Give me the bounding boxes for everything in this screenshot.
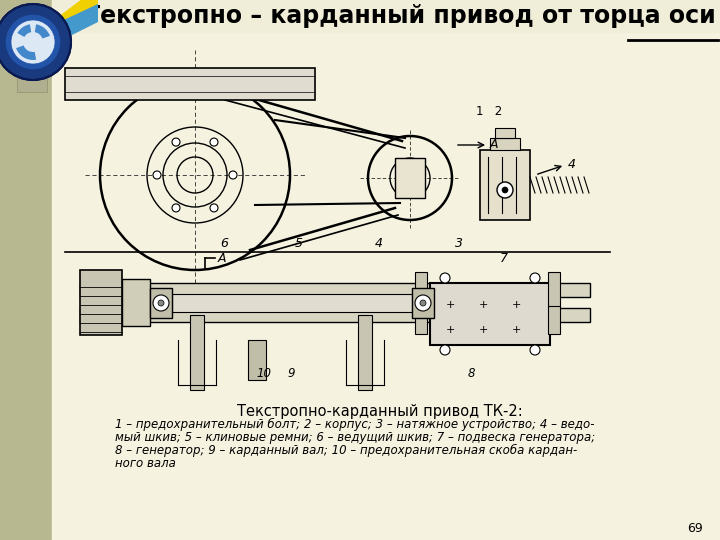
Circle shape xyxy=(440,273,450,283)
Wedge shape xyxy=(17,24,31,37)
Circle shape xyxy=(210,138,218,146)
Text: 7: 7 xyxy=(500,252,508,265)
Bar xyxy=(122,279,150,326)
Polygon shape xyxy=(38,0,98,47)
Bar xyxy=(548,306,560,334)
Text: 1 – предохранительный болт; 2 – корпус; 3 – натяжное устройство; 4 – ведо-: 1 – предохранительный болт; 2 – корпус; … xyxy=(115,418,595,431)
Bar xyxy=(190,315,204,390)
Text: 3: 3 xyxy=(455,237,463,250)
Bar xyxy=(395,158,425,198)
Text: A: A xyxy=(218,252,227,265)
Bar xyxy=(415,306,427,334)
Bar xyxy=(80,308,590,322)
Bar xyxy=(430,283,550,345)
Bar xyxy=(490,138,520,150)
Text: 69: 69 xyxy=(688,522,703,535)
Bar xyxy=(172,294,412,312)
Bar xyxy=(495,128,515,138)
Circle shape xyxy=(420,300,426,306)
Circle shape xyxy=(153,295,169,311)
Text: +: + xyxy=(478,325,487,335)
Circle shape xyxy=(153,171,161,179)
Text: 4: 4 xyxy=(568,158,576,171)
Text: +: + xyxy=(445,325,455,335)
Bar xyxy=(65,68,315,100)
Circle shape xyxy=(530,273,540,283)
Text: мый шкив; 5 – клиновые ремни; 6 – ведущий шкив; 7 – подвеска генератора;: мый шкив; 5 – клиновые ремни; 6 – ведущи… xyxy=(115,431,595,444)
Text: 1   2: 1 2 xyxy=(476,105,503,118)
Text: 4: 4 xyxy=(375,237,383,250)
Text: 6: 6 xyxy=(220,237,228,250)
Text: +: + xyxy=(511,300,521,310)
Circle shape xyxy=(5,14,61,70)
Bar xyxy=(248,340,266,380)
Text: Текстропно-карданный привод ТК-2:: Текстропно-карданный привод ТК-2: xyxy=(237,404,523,419)
Text: +: + xyxy=(478,300,487,310)
Text: A: A xyxy=(490,138,498,151)
Wedge shape xyxy=(35,24,50,38)
Circle shape xyxy=(158,300,164,306)
Text: ного вала: ного вала xyxy=(115,457,176,470)
Bar xyxy=(548,272,560,307)
Circle shape xyxy=(415,295,431,311)
Polygon shape xyxy=(38,4,98,52)
Bar xyxy=(0,0,52,540)
Bar xyxy=(80,270,122,335)
Text: 8 – генератор; 9 – карданный вал; 10 – предохранительная скоба кардан-: 8 – генератор; 9 – карданный вал; 10 – п… xyxy=(115,444,577,457)
Bar xyxy=(52,0,720,32)
Text: +: + xyxy=(511,325,521,335)
Bar xyxy=(480,150,530,220)
Text: Текстропно – карданный привод от торца оси: Текстропно – карданный привод от торца о… xyxy=(84,4,716,28)
Text: 9: 9 xyxy=(287,367,294,380)
Bar xyxy=(412,288,434,318)
Bar xyxy=(80,283,590,297)
Circle shape xyxy=(0,4,71,80)
Circle shape xyxy=(11,20,55,64)
Text: 8: 8 xyxy=(468,367,475,380)
Circle shape xyxy=(497,182,513,198)
Circle shape xyxy=(502,187,508,193)
Text: +: + xyxy=(445,300,455,310)
Bar xyxy=(150,288,172,318)
Bar xyxy=(358,315,372,390)
Text: 5: 5 xyxy=(295,237,303,250)
Bar xyxy=(17,77,47,92)
Circle shape xyxy=(172,138,180,146)
Text: 10: 10 xyxy=(256,367,271,380)
Circle shape xyxy=(172,204,180,212)
Circle shape xyxy=(440,345,450,355)
Wedge shape xyxy=(16,45,36,60)
Bar xyxy=(415,272,427,307)
Circle shape xyxy=(229,171,237,179)
Circle shape xyxy=(530,345,540,355)
Circle shape xyxy=(210,204,218,212)
